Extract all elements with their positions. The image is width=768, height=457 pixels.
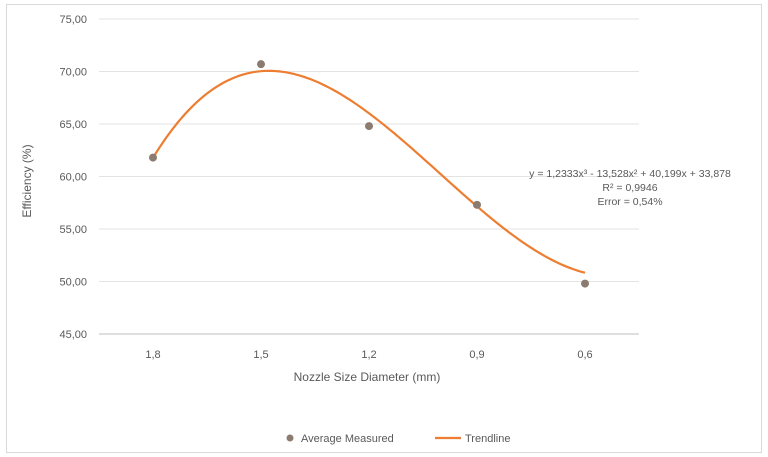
data-point-average-measured <box>365 122 373 131</box>
y-tick-label: 75,00 <box>59 14 87 26</box>
x-axis-title: Nozzle Size Diameter (mm) <box>294 370 441 384</box>
data-point-average-measured <box>473 200 481 209</box>
y-axis-title: Efficiency (%) <box>20 144 34 217</box>
trendline-equation: y = 1,2333x³ - 13,528x² + 40,199x + 33,8… <box>529 168 731 180</box>
x-tick-label: 0,6 <box>577 349 592 361</box>
error-label: Error = 0,54% <box>597 196 662 208</box>
data-point-average-measured <box>581 279 589 288</box>
legend-marker-average-measured <box>286 434 294 442</box>
y-tick-label: 50,00 <box>59 277 87 289</box>
y-tick-label: 55,00 <box>59 224 87 236</box>
y-tick-label: 45,00 <box>59 329 87 341</box>
chart-frame: 45,00 50,00 55,00 60,00 65,00 70,00 75,00 1,8 1… <box>6 4 762 453</box>
y-tick-label: 65,00 <box>59 119 87 131</box>
y-tick-label: 60,00 <box>59 172 87 184</box>
x-tick-label: 0,9 <box>469 349 484 361</box>
x-tick-label: 1,8 <box>145 349 160 361</box>
x-tick-label: 1,2 <box>361 349 376 361</box>
legend: Average Measured Trendline <box>286 433 510 445</box>
legend-label-average-measured: Average Measured <box>301 433 394 445</box>
data-point-average-measured <box>149 153 157 162</box>
y-tick-labels: 45,00 50,00 55,00 60,00 65,00 70,00 75,00 <box>59 14 87 341</box>
trendline <box>152 69 586 274</box>
data-point-average-measured <box>257 60 265 69</box>
r-squared-label: R² = 0,9946 <box>602 182 657 194</box>
data-points <box>149 60 589 288</box>
x-tick-labels: 1,8 1,5 1,2 0,9 0,6 <box>145 349 592 361</box>
y-tick-label: 70,00 <box>59 67 87 79</box>
legend-label-trendline: Trendline <box>465 433 510 445</box>
x-tick-label: 1,5 <box>253 349 268 361</box>
